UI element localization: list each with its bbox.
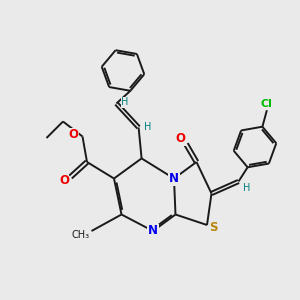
Text: H: H [144,122,151,132]
Text: O: O [59,173,69,187]
Text: S: S [209,221,218,234]
Text: N: N [169,172,179,185]
Text: O: O [68,128,79,142]
Text: CH₃: CH₃ [72,230,90,240]
Text: Cl: Cl [261,99,273,109]
Text: N: N [148,224,158,238]
Text: O: O [176,132,186,145]
Text: H: H [243,183,250,193]
Text: H: H [121,97,128,107]
